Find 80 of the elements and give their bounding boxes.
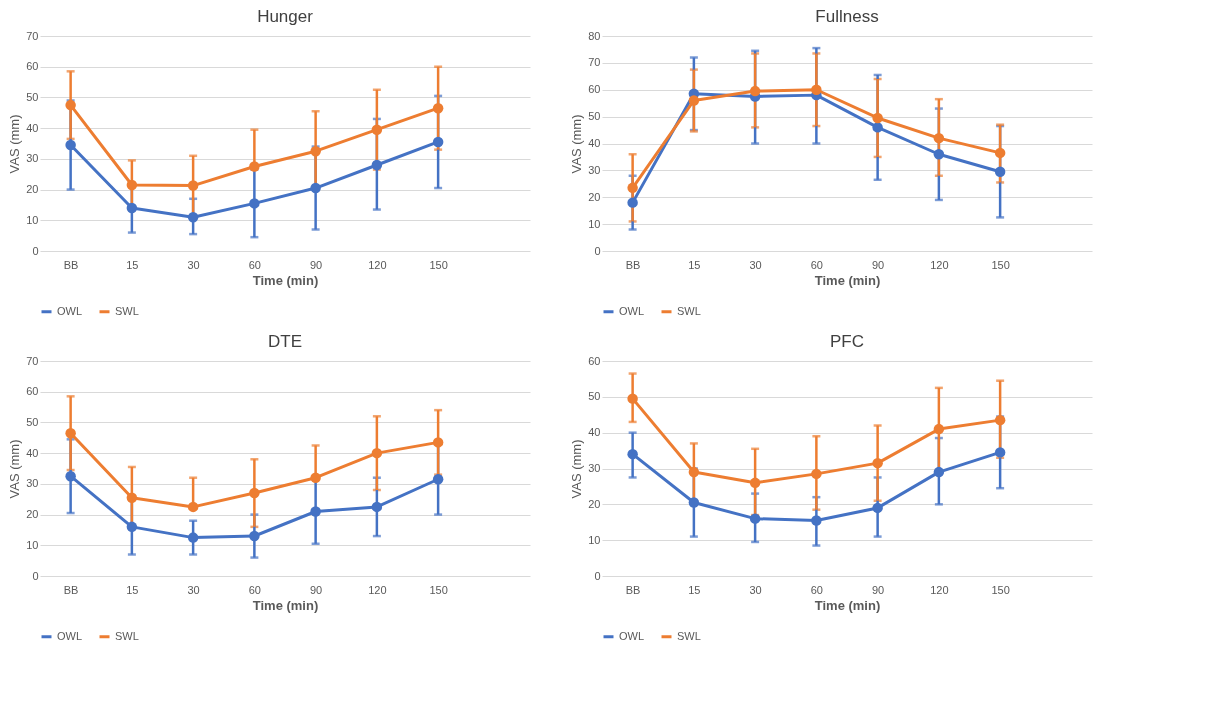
x-tick-label: 120 — [368, 258, 387, 271]
legend-label: SWL — [677, 304, 701, 317]
chart-title: PFC — [830, 332, 864, 351]
y-axis-title: VAS (mm) — [569, 439, 585, 499]
x-tick-label: 15 — [688, 583, 701, 596]
y-tick-label: 70 — [26, 354, 39, 367]
y-tick-label: 40 — [588, 426, 601, 439]
y-tick-label: 30 — [26, 477, 39, 490]
x-tick-label: 15 — [688, 258, 701, 271]
x-axis-title: Time (min) — [814, 272, 881, 288]
x-tick-label: 60 — [248, 583, 261, 596]
x-tick-label: BB — [625, 258, 641, 271]
y-tick-label: 30 — [26, 152, 39, 165]
y-tick-label: 60 — [26, 385, 39, 398]
chart-title: Hunger — [257, 7, 314, 26]
x-tick-label: 30 — [749, 583, 762, 596]
x-tick-label: 15 — [126, 258, 139, 271]
chart-title: DTE — [268, 332, 302, 351]
x-tick-label: 90 — [310, 583, 323, 596]
y-tick-label: 20 — [26, 183, 39, 196]
x-axis-title: Time (min) — [252, 272, 319, 288]
x-tick-label: 60 — [248, 258, 261, 271]
y-tick-label: 60 — [588, 83, 601, 96]
y-tick-label: 0 — [594, 569, 601, 582]
y-tick-label: 0 — [32, 569, 39, 582]
x-tick-label: 150 — [991, 258, 1010, 271]
legend-label: SWL — [115, 629, 139, 642]
legend-label: OWL — [57, 304, 83, 317]
x-tick-label: BB — [63, 258, 79, 271]
legend-label: OWL — [619, 629, 645, 642]
legend-label: SWL — [115, 304, 139, 317]
y-tick-label: 40 — [588, 137, 601, 149]
y-tick-label: 40 — [26, 121, 39, 134]
x-tick-label: 30 — [187, 258, 200, 271]
x-tick-label: 120 — [930, 583, 949, 596]
x-tick-label: 90 — [310, 258, 323, 271]
y-tick-label: 20 — [588, 190, 601, 203]
y-tick-label: 10 — [588, 533, 601, 546]
y-tick-label: 50 — [26, 90, 39, 103]
y-tick-label: 10 — [26, 538, 39, 551]
x-tick-label: 90 — [872, 583, 885, 596]
y-tick-label: 0 — [594, 244, 601, 257]
y-tick-label: 10 — [26, 213, 39, 226]
y-tick-label: 10 — [588, 217, 601, 230]
x-tick-label: 120 — [930, 258, 949, 271]
y-tick-label: 50 — [588, 390, 601, 403]
x-tick-label: 60 — [810, 583, 823, 596]
y-tick-label: 50 — [26, 415, 39, 428]
x-tick-label: BB — [63, 583, 79, 596]
x-tick-label: BB — [625, 583, 641, 596]
x-tick-label: 120 — [368, 583, 387, 596]
x-tick-label: 90 — [872, 258, 885, 271]
y-tick-label: 80 — [588, 29, 601, 42]
x-axis-title: Time (min) — [252, 597, 319, 613]
y-tick-label: 20 — [588, 497, 601, 510]
y-tick-label: 30 — [588, 462, 601, 474]
y-tick-label: 50 — [588, 110, 601, 123]
y-axis-title: VAS (mm) — [569, 114, 585, 174]
legend-label: SWL — [677, 629, 701, 642]
y-tick-label: 0 — [32, 244, 39, 257]
legend-label: OWL — [619, 304, 645, 317]
x-axis-title: Time (min) — [814, 597, 881, 613]
y-tick-label: 30 — [588, 163, 601, 176]
y-tick-label: 70 — [588, 56, 601, 69]
x-tick-label: 150 — [429, 258, 448, 271]
y-axis-title: VAS (mm) — [7, 439, 23, 499]
y-tick-label: 60 — [26, 60, 39, 73]
x-tick-label: 30 — [749, 258, 762, 271]
x-tick-label: 60 — [810, 258, 823, 271]
y-tick-label: 20 — [26, 508, 39, 521]
x-tick-label: 15 — [126, 583, 139, 596]
y-axis-title: VAS (mm) — [7, 114, 23, 174]
legend-label: OWL — [57, 629, 83, 642]
x-tick-label: 30 — [187, 583, 200, 596]
x-tick-label: 150 — [429, 583, 448, 596]
y-tick-label: 70 — [26, 29, 39, 42]
chart-title: Fullness — [815, 7, 879, 26]
x-tick-label: 150 — [991, 583, 1010, 596]
y-tick-label: 60 — [588, 354, 601, 367]
y-tick-label: 40 — [26, 446, 39, 459]
